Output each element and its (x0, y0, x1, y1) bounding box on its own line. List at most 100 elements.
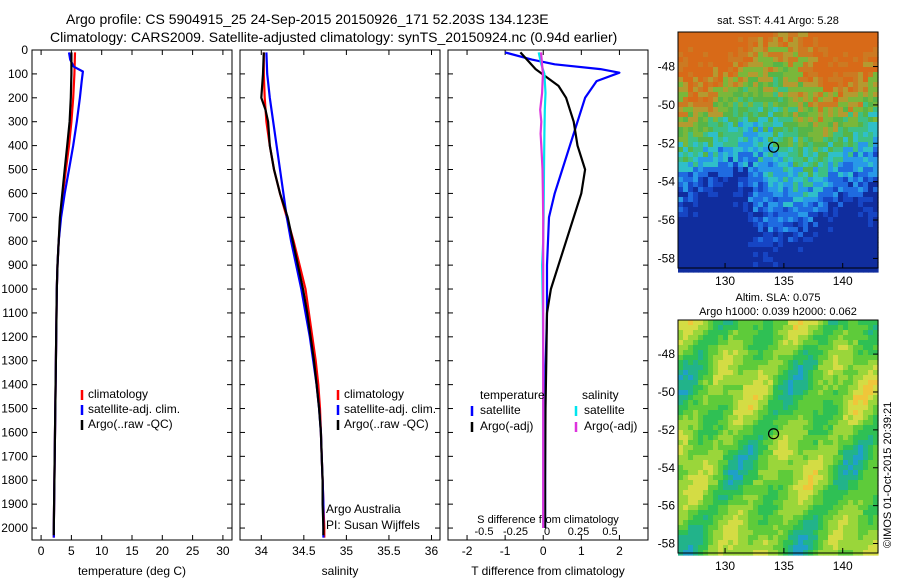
map-cell (718, 415, 724, 421)
map-cell (838, 360, 844, 366)
map-cell (793, 97, 799, 103)
map-cell (808, 52, 814, 58)
map-cell (848, 37, 854, 43)
map-cell (723, 500, 729, 506)
map-cell (698, 162, 704, 168)
map-cell (703, 257, 709, 263)
map-cell (813, 395, 819, 401)
map-cell (803, 162, 809, 168)
map-cell (773, 87, 779, 93)
map-cell (848, 247, 854, 253)
map-cell (788, 67, 794, 73)
map-cell (773, 122, 779, 128)
map-cell (783, 335, 789, 341)
map-cell (718, 242, 724, 248)
map-cell (713, 325, 719, 331)
map-cell (748, 212, 754, 218)
map-cell (843, 57, 849, 63)
map-cell (678, 320, 684, 326)
map-cell (853, 475, 859, 481)
map-cell (808, 162, 814, 168)
map-cell (723, 515, 729, 521)
map-cell (763, 320, 769, 326)
map-cell (783, 435, 789, 441)
map-cell (873, 375, 879, 381)
map-cell (743, 460, 749, 466)
map-cell (798, 222, 804, 228)
map-cell (848, 87, 854, 93)
map-cell (858, 360, 864, 366)
map-cell (803, 267, 809, 273)
map-cell (718, 480, 724, 486)
map-cell (718, 450, 724, 456)
map-cell (688, 232, 694, 238)
map-cell (778, 192, 784, 198)
map-cell (738, 142, 744, 148)
map-cell (688, 325, 694, 331)
difference-series-argo (519, 51, 587, 528)
map-cell (763, 52, 769, 58)
map-cell (758, 247, 764, 253)
map-cell (843, 257, 849, 263)
map-cell (713, 127, 719, 133)
map-cell (833, 535, 839, 541)
map-cell (788, 495, 794, 501)
map-cell (798, 440, 804, 446)
map-cell (753, 92, 759, 98)
map-cell (853, 390, 859, 396)
map-cell (693, 365, 699, 371)
map-cell (728, 102, 734, 108)
map-cell (788, 440, 794, 446)
map-cell (738, 475, 744, 481)
map-cell (848, 132, 854, 138)
map-cell (738, 530, 744, 536)
map-cell (783, 42, 789, 48)
map-cell (858, 177, 864, 183)
map-cell (833, 500, 839, 506)
map-cell (808, 380, 814, 386)
map-cell (733, 345, 739, 351)
map-cell (778, 380, 784, 386)
map-cell (823, 237, 829, 243)
map-cell (718, 400, 724, 406)
map-cell (758, 490, 764, 496)
map-cell (708, 87, 714, 93)
map-cell (678, 450, 684, 456)
map-cell (708, 435, 714, 441)
difference-xtick-label: -2 (462, 544, 473, 558)
map-cell (848, 385, 854, 391)
map-cell (868, 435, 874, 441)
map-cell (863, 242, 869, 248)
map-cell (713, 167, 719, 173)
map-cell (708, 212, 714, 218)
map-cell (808, 137, 814, 143)
map-cell (803, 82, 809, 88)
map-cell (693, 102, 699, 108)
difference-stick-label: 0 (544, 526, 550, 538)
map-cell (858, 495, 864, 501)
map-cell (758, 52, 764, 58)
map-cell (833, 395, 839, 401)
map-cell (803, 32, 809, 38)
map-cell (703, 47, 709, 53)
map-cell (738, 345, 744, 351)
map-cell (818, 247, 824, 253)
map-cell (753, 415, 759, 421)
map-cell (738, 227, 744, 233)
map-cell (778, 257, 784, 263)
map-cell (723, 375, 729, 381)
map-cell (793, 72, 799, 78)
map-cell (683, 187, 689, 193)
map-cell (843, 107, 849, 113)
map-cell (813, 445, 819, 451)
map-cell (723, 320, 729, 326)
map-cell (808, 102, 814, 108)
map-cell (698, 242, 704, 248)
map-cell (793, 242, 799, 248)
map-cell (788, 430, 794, 436)
map-cell (858, 67, 864, 73)
map-cell (803, 465, 809, 471)
map-cell (853, 97, 859, 103)
map-cell (793, 187, 799, 193)
map-cell (688, 197, 694, 203)
